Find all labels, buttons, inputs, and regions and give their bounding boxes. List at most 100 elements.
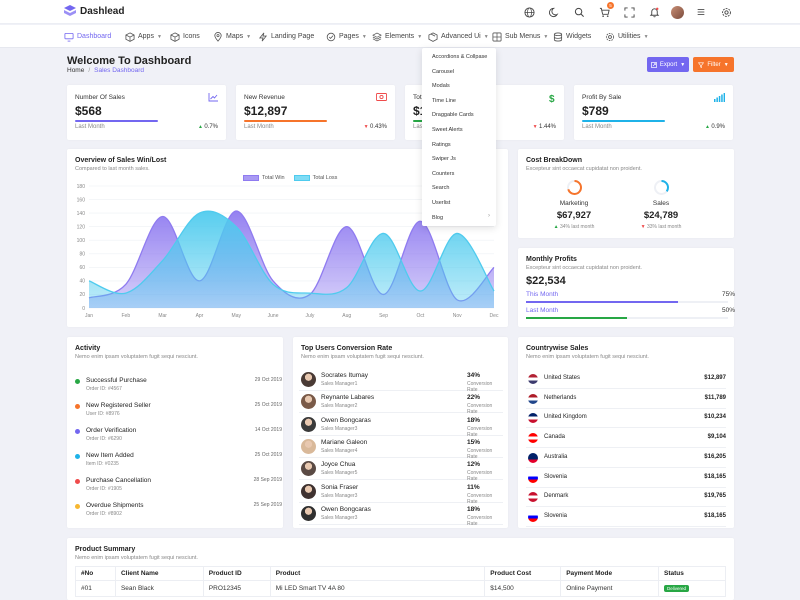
globe-icon[interactable] (521, 4, 537, 20)
user-pct: 12% (467, 461, 481, 469)
main-nav: Dashboard Apps ▼ Icons Maps ▼ Landing Page Page… (0, 25, 800, 48)
nav-item-elements[interactable]: Elements ▼ (372, 25, 422, 48)
dropdown-item[interactable]: Time Line (432, 97, 456, 104)
table-cell: PRO12345 (202, 580, 271, 597)
user-row[interactable]: Owen Bongcaras Sales Manager3 18% Conversio… (299, 503, 503, 527)
country-row[interactable]: Canada $9,104 (526, 428, 726, 449)
series-line-total-loss (88, 210, 495, 295)
column-header[interactable]: Product (269, 566, 486, 581)
search-icon[interactable] (571, 4, 587, 20)
country-value: $19,765 (704, 493, 726, 500)
country-row[interactable]: Slovenia $18,165 (526, 468, 726, 488)
stat-card-new-revenue: New Revenue $12,897 Last Month ▼ 0.43% (236, 85, 395, 140)
top-bar: Dashlead 5 (0, 0, 800, 24)
country-row[interactable]: Denmark $19,765 (526, 487, 726, 508)
dropdown-item[interactable]: Carousel (432, 68, 455, 75)
nav-item-pages[interactable]: Pages ▼ (326, 25, 367, 48)
nav-item-sub-menus[interactable]: Sub Menus ▼ (492, 25, 548, 48)
stat-progress-bar (244, 120, 327, 122)
dropdown-item[interactable]: Ratings (432, 141, 451, 148)
avatar (301, 394, 316, 410)
fullscreen-icon[interactable] (621, 4, 637, 20)
user-row[interactable]: Mariane Galeon Sales Manager4 15% Conversio… (299, 436, 503, 460)
country-row[interactable]: Netherlands $11,789 (526, 389, 726, 409)
filter-button[interactable]: Filter ▼ (693, 57, 734, 72)
user-pct: 18% (467, 505, 481, 513)
user-row[interactable]: Owen Bongcaras Sales Manager3 18% Conversio… (299, 414, 503, 438)
dropdown-item[interactable]: Counters (432, 170, 455, 177)
layers-icon (326, 32, 336, 42)
column-header[interactable]: Payment Mode (560, 566, 660, 581)
profit-pct: 75% (721, 291, 735, 298)
menu-icon[interactable] (693, 4, 709, 20)
nav-item-apps[interactable]: Apps ▼ (125, 25, 162, 48)
user-avatar[interactable] (671, 5, 684, 19)
cost-sub-text: 33% last month (646, 224, 682, 230)
nav-item-icons[interactable]: Icons (170, 25, 200, 48)
nav-item-dashboard[interactable]: Dashboard (64, 25, 111, 48)
table-row[interactable]: #01 Sean Black PRO12345 Mi LED Smart TV 4A … (75, 580, 726, 597)
nav-item-widgets[interactable]: Widgets (553, 25, 591, 48)
dropdown-item[interactable]: Sweet Alerts (432, 127, 463, 133)
country-row[interactable]: Slovenia $18,165 (526, 507, 726, 527)
breadcrumb-current: Sales Dashboard (94, 67, 145, 74)
nav-item-advanced-ui[interactable]: Advanced Ui ▼ (428, 25, 489, 48)
country-name: Slovenia (544, 473, 568, 480)
column-header[interactable]: Product ID (202, 566, 271, 581)
status-badge: Delivered (664, 585, 690, 592)
breadcrumb-home[interactable]: Home (67, 67, 85, 74)
country-row[interactable]: Australia $16,205 (526, 448, 726, 468)
column-header[interactable]: #No (75, 566, 116, 581)
bell-icon[interactable] (646, 4, 662, 20)
breadcrumb: Home / Sales Dashboard (67, 67, 144, 74)
dropdown-item[interactable]: Accordions & Collpase (432, 54, 488, 60)
column-header[interactable]: Client Name (114, 566, 204, 581)
user-role: Sales Manager3 (321, 425, 358, 432)
y-tick-label: 160 (77, 197, 86, 203)
avatar (301, 416, 316, 432)
x-tick-label: Jan (85, 313, 93, 319)
dropdown-item[interactable]: Userlist (432, 200, 451, 206)
user-role: Sales Manager2 (321, 403, 358, 410)
settings-icon (605, 32, 615, 42)
user-row[interactable]: Reynante Labares Sales Manager2 22% Convers… (299, 391, 503, 415)
nav-item-maps[interactable]: Maps ▼ (213, 25, 251, 48)
dropdown-item[interactable]: Draggable Cards (432, 112, 474, 119)
activity-sub: Order ID: #6290 (86, 436, 122, 442)
country-name: Slovenia (544, 512, 568, 519)
arrow-down-icon: ▼ (532, 124, 539, 130)
country-row[interactable]: United States $12,897 (526, 369, 726, 389)
sales-chart-subtitle: Compared to last month sales. (75, 166, 150, 172)
dk-flag-icon (528, 492, 538, 503)
dropdown-item[interactable]: Swiper Js (432, 156, 456, 163)
arrow-up-icon: ▲ (197, 124, 205, 130)
cart-icon[interactable]: 5 (596, 2, 614, 20)
arrow-up-icon: ▲ (704, 124, 712, 130)
nav-item-utilities[interactable]: Utilities ▼ (605, 25, 649, 48)
column-header[interactable]: Product Cost (484, 566, 562, 581)
arrow-down-icon: ▼ (640, 224, 647, 230)
dropdown-item[interactable]: Modals (432, 83, 450, 90)
country-name: Canada (544, 434, 566, 441)
legend-loss[interactable]: Total Loss (293, 175, 337, 181)
gear-icon[interactable] (718, 4, 734, 20)
moon-icon[interactable] (546, 4, 562, 20)
logo[interactable]: Dashlead (64, 5, 124, 17)
user-row[interactable]: Sonia Fraser Sales Manager3 11% Conversion … (299, 481, 503, 505)
country-row[interactable]: United Kingdom $10,234 (526, 408, 726, 429)
nav-item-landing-page[interactable]: Landing Page (258, 25, 314, 48)
nav-label: Icons (183, 33, 200, 40)
user-row[interactable]: Socrates Itumay Sales Manager1 34% Conversi… (299, 369, 503, 393)
column-header[interactable]: Status (658, 566, 726, 581)
dropdown-item[interactable]: Blog (432, 214, 444, 221)
dropdown-item[interactable]: Search (432, 185, 450, 192)
export-label: Export (659, 61, 678, 68)
stat-change: ▼ 1.44% (533, 124, 556, 130)
user-row[interactable]: Joyce Chua Sales Manager5 12% Conversion Ra… (299, 458, 503, 482)
export-button[interactable]: Export ▼ (647, 57, 689, 72)
nav-label: Elements (385, 33, 415, 40)
conversion-rate-label: Conversion Rate (467, 514, 493, 527)
cost-item-marketing: Marketing $67,927 ▲ 34% last month (539, 179, 609, 230)
legend-win[interactable]: Total Win (243, 175, 285, 181)
cube-icon (170, 31, 180, 42)
